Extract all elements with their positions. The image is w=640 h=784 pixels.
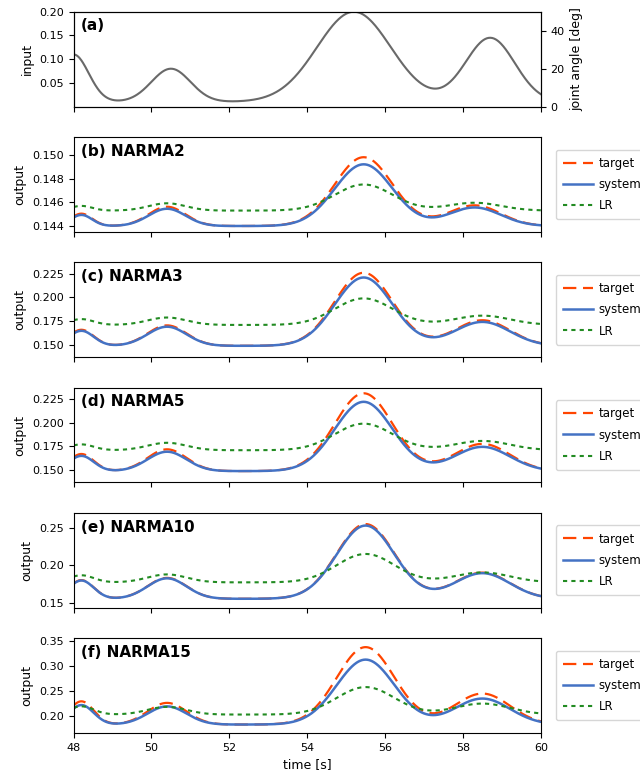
Text: (d) NARMA5: (d) NARMA5 [81,394,184,409]
Text: (f) NARMA15: (f) NARMA15 [81,644,191,660]
Y-axis label: output: output [20,665,33,706]
Text: (b) NARMA2: (b) NARMA2 [81,143,184,158]
Text: (e) NARMA10: (e) NARMA10 [81,520,194,535]
Y-axis label: output: output [20,540,33,581]
Y-axis label: output: output [13,289,26,330]
Legend: target, system, LR: target, system, LR [556,525,640,595]
Legend: target, system, LR: target, system, LR [556,150,640,220]
X-axis label: time [s]: time [s] [283,758,332,771]
Y-axis label: input: input [20,43,33,75]
Text: (a): (a) [81,18,105,34]
Legend: target, system, LR: target, system, LR [556,651,640,720]
Y-axis label: output: output [13,164,26,205]
Text: (c) NARMA3: (c) NARMA3 [81,269,182,284]
Y-axis label: joint angle [deg]: joint angle [deg] [570,7,583,111]
Legend: target, system, LR: target, system, LR [556,275,640,345]
Legend: target, system, LR: target, system, LR [556,400,640,470]
Y-axis label: output: output [13,415,26,456]
